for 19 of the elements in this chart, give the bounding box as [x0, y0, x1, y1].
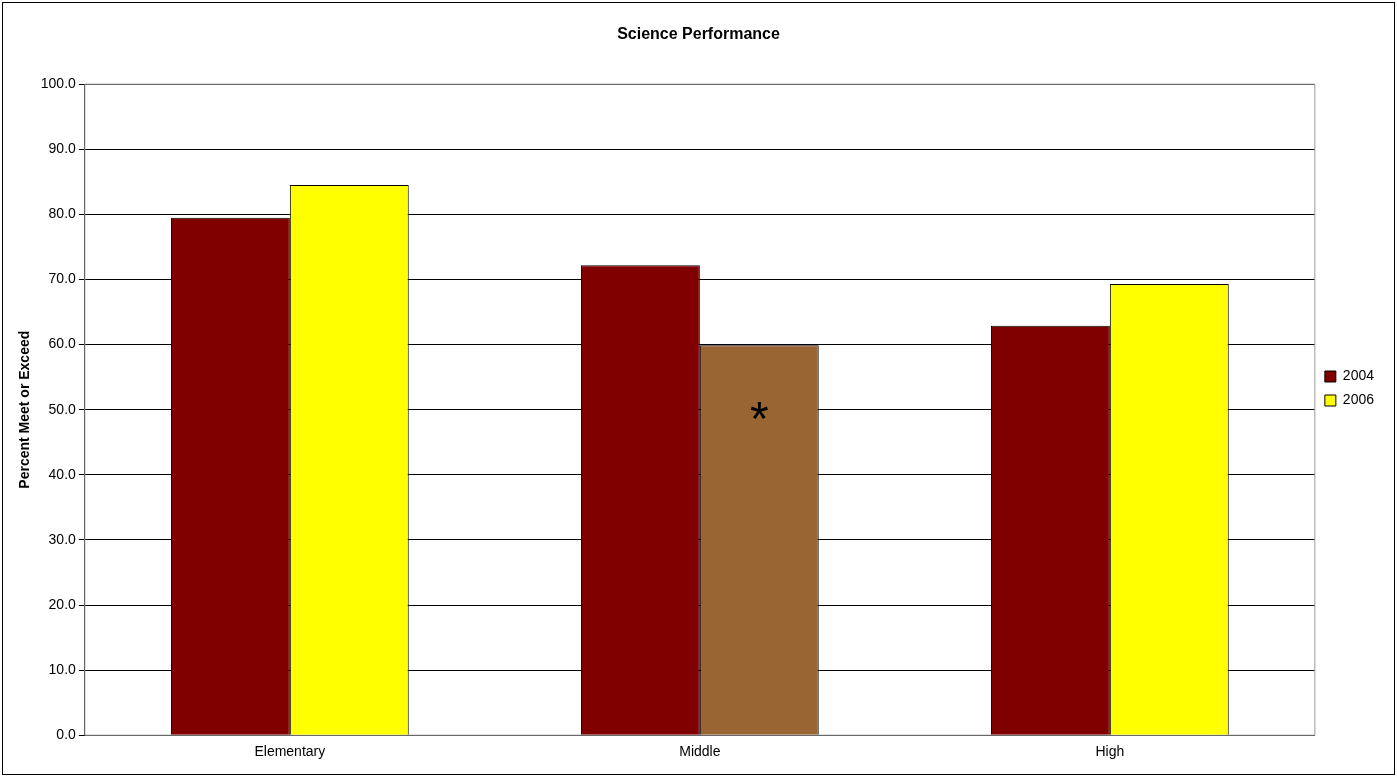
annotation: *	[749, 391, 769, 445]
x-tick-label: Middle	[679, 743, 721, 760]
x-tick-label: High	[1095, 743, 1125, 760]
x-tick-label: Elementary	[254, 743, 326, 760]
y-tick-label: 10.0	[48, 660, 77, 677]
y-tick-label: 80.0	[48, 205, 77, 222]
y-tick-label: 40.0	[48, 465, 77, 482]
legend-label: 2004	[1342, 367, 1375, 384]
y-tick-label: 60.0	[48, 335, 77, 352]
y-tick-label: 0.0	[56, 726, 77, 743]
y-tick-label: 20.0	[48, 595, 77, 612]
y-tick-label: 50.0	[48, 400, 77, 417]
legend-label: 2006	[1342, 391, 1375, 408]
chart-title: Science Performance	[617, 25, 780, 43]
y-tick-label: 70.0	[48, 270, 77, 287]
y-axis-title: Percent Meet or Exceed	[16, 330, 33, 489]
y-tick-label: 100.0	[40, 75, 77, 92]
y-tick-label: 30.0	[48, 530, 77, 547]
y-tick-label: 90.0	[48, 140, 77, 157]
